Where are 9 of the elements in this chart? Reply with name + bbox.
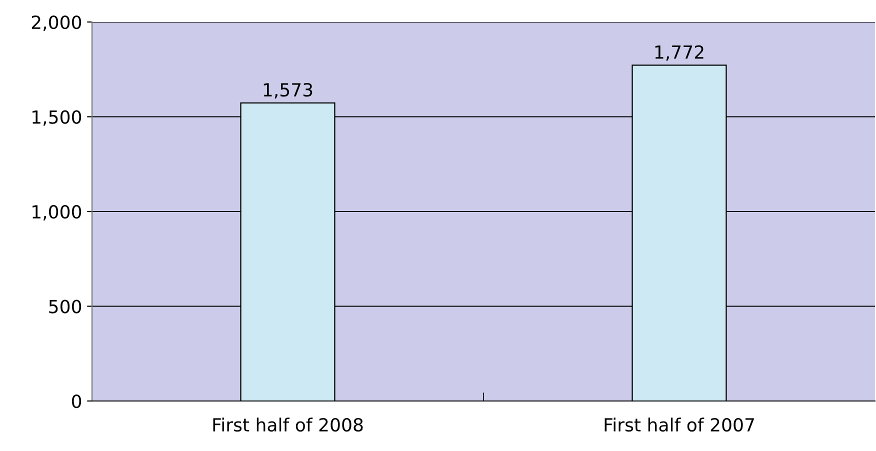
y-tick-label: 1,500	[32, 110, 82, 126]
data-label: 1,772	[655, 45, 704, 61]
y-tick-label: 2,000	[32, 15, 82, 31]
x-tick-label: First half of 2007	[604, 418, 754, 432]
y-tick-label: 0	[72, 394, 82, 408]
x-tick-label: First half of 2008	[213, 418, 363, 432]
y-tick-label: 500	[49, 300, 82, 314]
data-label: 1,573	[264, 82, 312, 98]
y-tick-label: 1,000	[32, 204, 82, 220]
